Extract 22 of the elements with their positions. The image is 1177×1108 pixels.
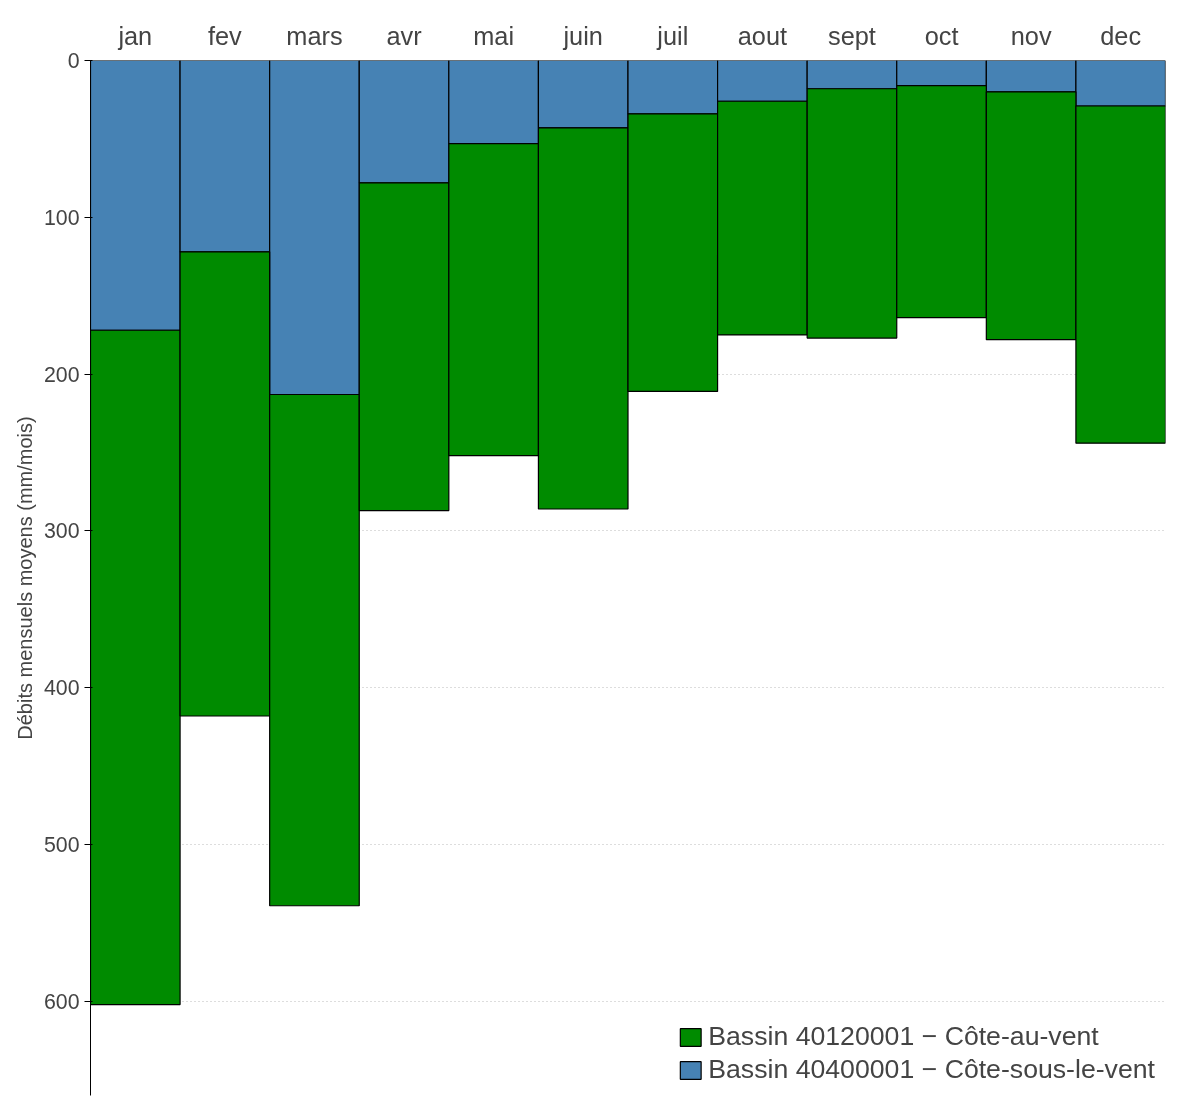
y-tick-label: 600 — [43, 989, 80, 1014]
y-tick-label: 400 — [43, 676, 80, 701]
x-tick-label: aout — [737, 21, 788, 50]
y-tick-label: 100 — [43, 205, 80, 230]
x-tick-label: dec — [1100, 21, 1142, 50]
x-tick-label: nov — [1010, 21, 1052, 50]
y-axis-title: Débits mensuels moyens (mm/mois) — [13, 416, 36, 740]
x-tick-label: mai — [473, 21, 515, 50]
x-tick-label: jan — [117, 21, 153, 50]
y-tick-label: 200 — [43, 362, 80, 387]
x-tick-label: juil — [656, 21, 689, 50]
y-tick-label: 0 — [67, 49, 80, 73]
x-tick-label: fev — [207, 21, 243, 50]
legend-label: Bassin 40400001 − Côte-sous-le-vent — [708, 1054, 1155, 1085]
x-tick-label: avr — [386, 21, 423, 50]
legend-label: Bassin 40120001 − Côte-au-vent — [708, 1021, 1099, 1052]
x-tick-label: oct — [924, 21, 959, 50]
y-tick-label: 300 — [43, 519, 80, 544]
x-tick-label: juin — [562, 21, 603, 50]
y-tick-label: 500 — [43, 833, 80, 858]
x-tick-label: mars — [286, 21, 343, 50]
x-tick-label: sept — [828, 21, 876, 50]
